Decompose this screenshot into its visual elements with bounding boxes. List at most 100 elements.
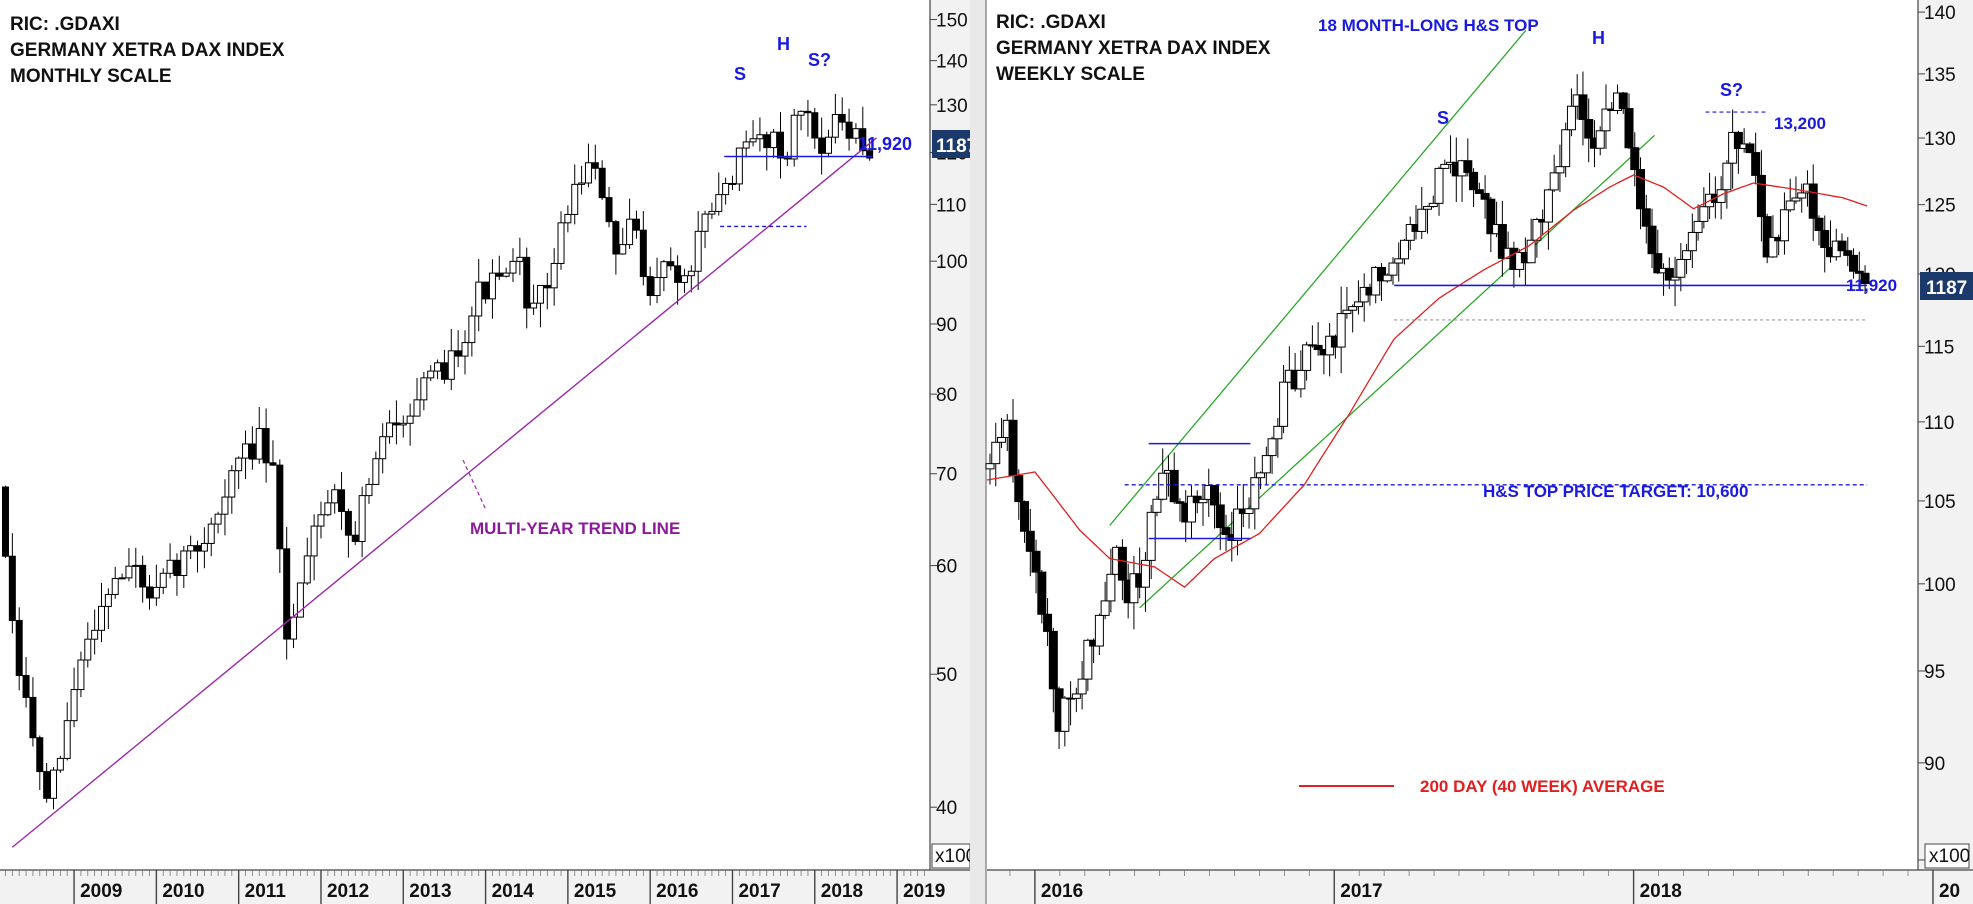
monthly-candle-body bbox=[399, 422, 407, 426]
weekly-candle-body bbox=[1060, 697, 1070, 732]
monthly-candle-body bbox=[111, 578, 119, 595]
weekly-candle-body bbox=[991, 441, 1001, 465]
monthly-last-price-value: 1187 bbox=[936, 136, 977, 157]
weekly-candle-body bbox=[1336, 313, 1346, 348]
weekly-x-ticks: 2016 2017 2018 20 bbox=[1009, 870, 1960, 904]
monthly-candle-body bbox=[475, 281, 483, 317]
weekly-candle-body bbox=[1037, 571, 1047, 615]
weekly-candle-body bbox=[1302, 344, 1312, 371]
monthly-candle-body bbox=[22, 675, 30, 698]
weekly-candle-body bbox=[1722, 162, 1732, 191]
weekly-unit-box bbox=[1924, 843, 1970, 869]
monthly-candle-body bbox=[646, 276, 654, 297]
weekly-candle-body bbox=[1647, 225, 1657, 255]
monthly-x-tick-label: 2013 bbox=[409, 881, 451, 902]
weekly-candle-body bbox=[1469, 171, 1479, 191]
weekly-candle-body bbox=[1860, 272, 1870, 285]
monthly-title-line-2: GERMANY XETRA DAX INDEX bbox=[10, 40, 285, 61]
monthly-candle-body bbox=[43, 771, 51, 799]
monthly-x-tick-label: 2017 bbox=[738, 881, 780, 902]
weekly-y-tick-label: 110 bbox=[1924, 413, 1954, 434]
weekly-candle-body bbox=[1543, 189, 1553, 223]
monthly-candle-body bbox=[372, 458, 380, 485]
monthly-y-tick-label: 150 bbox=[936, 11, 968, 32]
weekly-candles bbox=[985, 71, 1870, 750]
weekly-candle-body bbox=[1100, 600, 1110, 616]
monthly-candle-body bbox=[859, 128, 867, 152]
weekly-candle-body bbox=[1434, 167, 1444, 204]
weekly-candle-body bbox=[1636, 169, 1646, 210]
monthly-candle-body bbox=[667, 261, 675, 267]
weekly-candle-body bbox=[1106, 573, 1116, 602]
monthly-candle-body bbox=[139, 564, 147, 588]
monthly-candle-body bbox=[680, 275, 688, 283]
weekly-candle-body bbox=[1296, 369, 1306, 390]
monthly-candle-body bbox=[427, 370, 435, 379]
monthly-candle-body bbox=[543, 284, 551, 289]
weekly-candle-body bbox=[1210, 484, 1220, 506]
weekly-candle-body bbox=[1417, 208, 1427, 232]
monthly-plot-area bbox=[0, 0, 930, 904]
weekly-candle-body bbox=[1169, 469, 1179, 503]
weekly-candle-body bbox=[1399, 239, 1409, 260]
monthly-candle-body bbox=[482, 281, 490, 300]
weekly-candle-body bbox=[1376, 266, 1386, 282]
monthly-candle-body bbox=[530, 302, 538, 309]
weekly-y-tick-label: 115 bbox=[1924, 337, 1954, 358]
monthly-candle-body bbox=[550, 262, 558, 289]
monthly-candle-body bbox=[49, 769, 57, 799]
monthly-candle-body bbox=[831, 113, 839, 138]
monthly-y-tick-label: 40 bbox=[936, 798, 957, 819]
monthly-candle-body bbox=[434, 362, 442, 372]
weekly-candle-body bbox=[1463, 160, 1473, 173]
weekly-candle-body bbox=[1261, 455, 1271, 474]
monthly-candle-body bbox=[824, 136, 832, 154]
weekly-candle-body bbox=[1083, 639, 1093, 680]
monthly-candle-body bbox=[152, 586, 160, 599]
monthly-candle-body bbox=[317, 514, 325, 527]
monthly-candle-body bbox=[790, 114, 798, 160]
monthly-candle-body bbox=[516, 256, 524, 262]
monthly-candle-body bbox=[386, 422, 394, 438]
weekly-candle-body bbox=[1388, 262, 1398, 276]
monthly-candle-body bbox=[598, 167, 606, 199]
monthly-candle-body bbox=[303, 555, 311, 584]
weekly-candle-body bbox=[1146, 511, 1156, 561]
weekly-candle-body bbox=[1664, 267, 1674, 281]
weekly-candle-body bbox=[1837, 240, 1847, 252]
weekly-candle-body bbox=[1405, 224, 1415, 241]
monthly-candle-body bbox=[653, 277, 661, 297]
monthly-candle-body bbox=[804, 110, 812, 114]
monthly-candle-body bbox=[310, 525, 318, 557]
weekly-candle-body bbox=[1618, 92, 1628, 110]
weekly-candle-body bbox=[1768, 236, 1778, 258]
weekly-candle-body bbox=[1854, 270, 1864, 274]
monthly-candle-body bbox=[180, 550, 188, 577]
monthly-title-line-3: MONTHLY SCALE bbox=[10, 66, 172, 87]
weekly-candle-body bbox=[1699, 206, 1709, 222]
monthly-candle-body bbox=[379, 436, 387, 460]
monthly-candle-body bbox=[715, 194, 723, 212]
weekly-candle-body bbox=[1025, 530, 1035, 552]
monthly-candle-body bbox=[619, 244, 627, 255]
weekly-candle-body bbox=[1687, 231, 1697, 252]
weekly-candle-body bbox=[1474, 189, 1484, 194]
weekly-candle-body bbox=[1549, 172, 1559, 191]
weekly-candle-body bbox=[1779, 209, 1789, 242]
monthly-candle-body bbox=[214, 513, 222, 525]
weekly-candle-body bbox=[1497, 223, 1507, 259]
monthly-candle-body bbox=[344, 510, 352, 536]
weekly-candle-body bbox=[1175, 501, 1185, 504]
weekly-candle-body bbox=[1198, 498, 1208, 504]
monthly-candle-body bbox=[578, 182, 586, 185]
weekly-candle-body bbox=[1313, 344, 1323, 351]
monthly-candle-body bbox=[290, 616, 298, 640]
monthly-candle-body bbox=[262, 428, 270, 464]
monthly-candle-body bbox=[173, 559, 181, 577]
weekly-x-tick-label: 2018 bbox=[1640, 881, 1682, 902]
weekly-candle-body bbox=[1849, 254, 1859, 272]
weekly-candle-body bbox=[1797, 192, 1807, 199]
monthly-candle-body bbox=[468, 315, 476, 344]
weekly-candle-body bbox=[1342, 309, 1352, 315]
monthly-candle-body bbox=[8, 555, 16, 621]
